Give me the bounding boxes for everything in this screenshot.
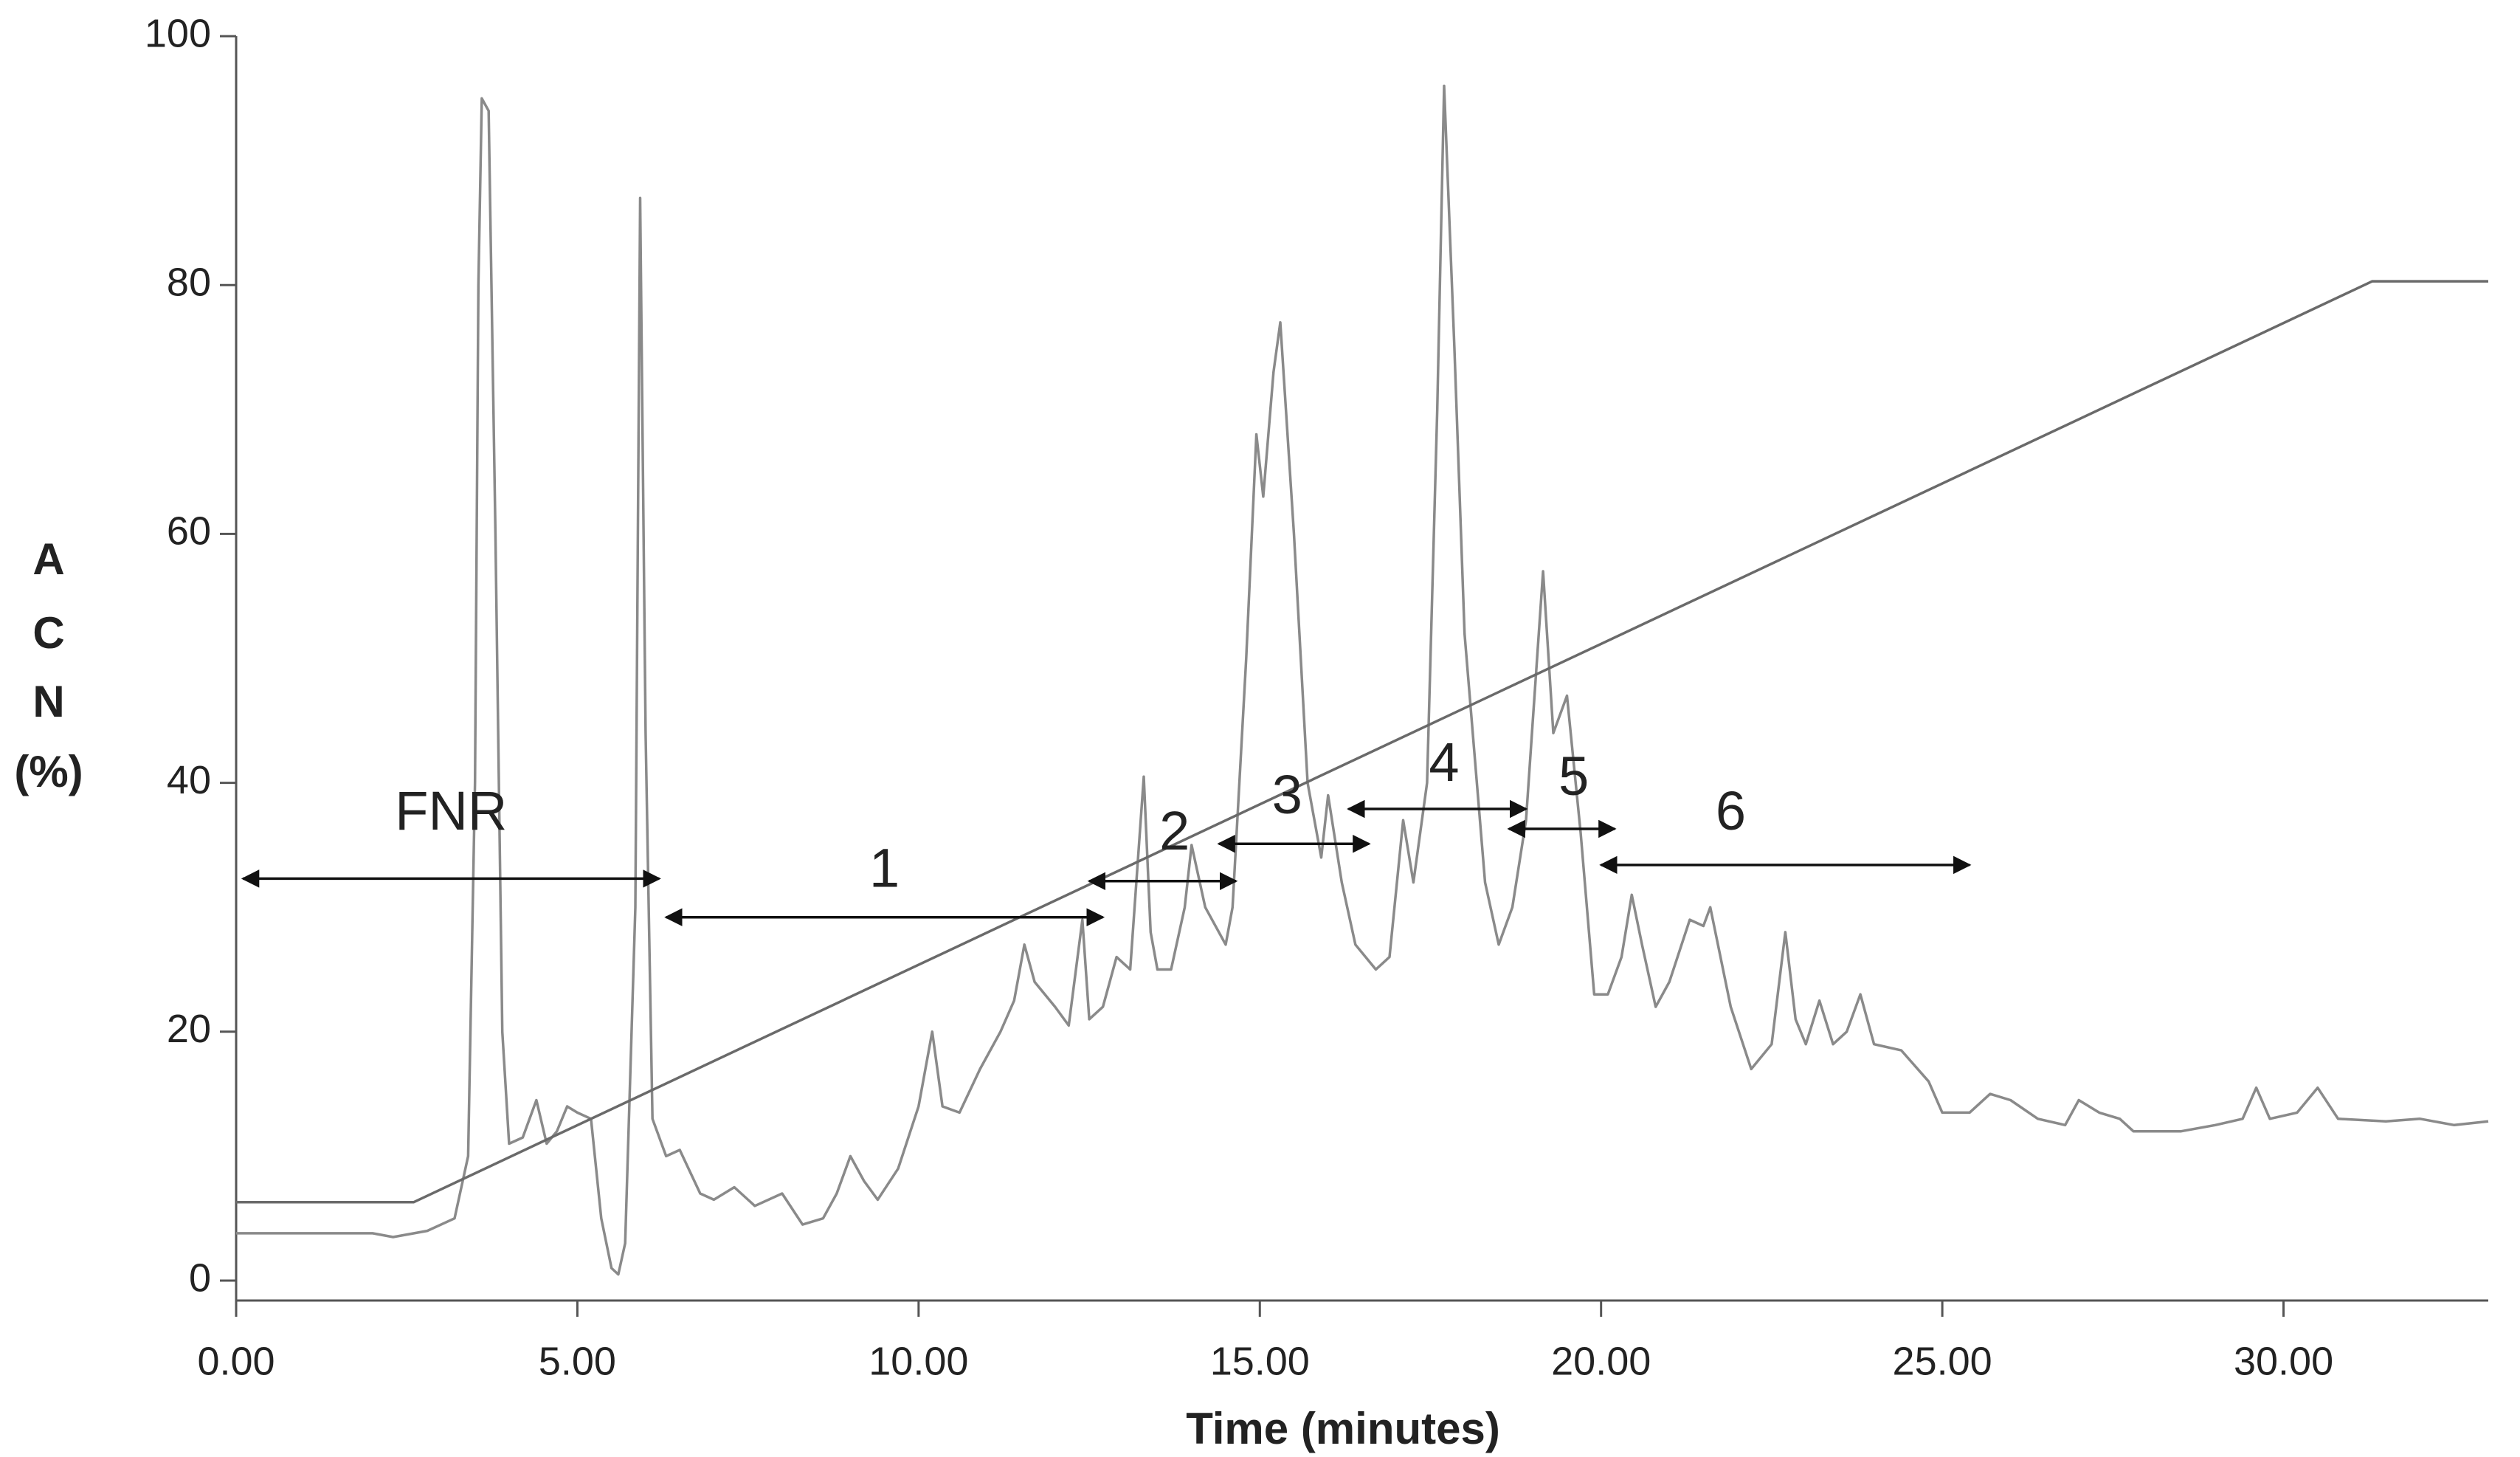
x-axis-label: Time (minutes): [1186, 1404, 1500, 1453]
fraction-label: 4: [1429, 731, 1459, 793]
y-axis-label: N: [32, 677, 64, 726]
fraction-label: 2: [1159, 800, 1190, 861]
fraction-label: 1: [869, 838, 900, 899]
y-axis-label: (%): [14, 747, 83, 796]
x-tick-label: 25.00: [1893, 1339, 1992, 1383]
fraction-label: 3: [1272, 764, 1302, 825]
fraction-label: FNR: [395, 780, 507, 841]
x-tick-label: 5.00: [539, 1339, 616, 1383]
fraction-label: 5: [1558, 745, 1589, 807]
series-line: [236, 280, 2488, 1204]
x-tick-label: 30.00: [2234, 1339, 2333, 1383]
y-tick-label: 0: [189, 1256, 211, 1300]
x-tick-label: 10.00: [869, 1339, 968, 1383]
x-tick-label: 20.00: [1551, 1339, 1651, 1383]
fraction-label: 6: [1716, 780, 1746, 841]
x-tick-label: 0.00: [197, 1339, 275, 1383]
y-tick-label: 80: [167, 260, 211, 304]
y-tick-label: 40: [167, 758, 211, 802]
y-tick-label: 20: [167, 1007, 211, 1051]
y-axis-label: A: [32, 534, 64, 584]
y-tick-label: 60: [167, 509, 211, 554]
y-axis-label: C: [32, 608, 64, 658]
x-tick-label: 15.00: [1210, 1339, 1310, 1383]
series-line: [236, 84, 2489, 1276]
y-tick-label: 100: [145, 11, 211, 55]
